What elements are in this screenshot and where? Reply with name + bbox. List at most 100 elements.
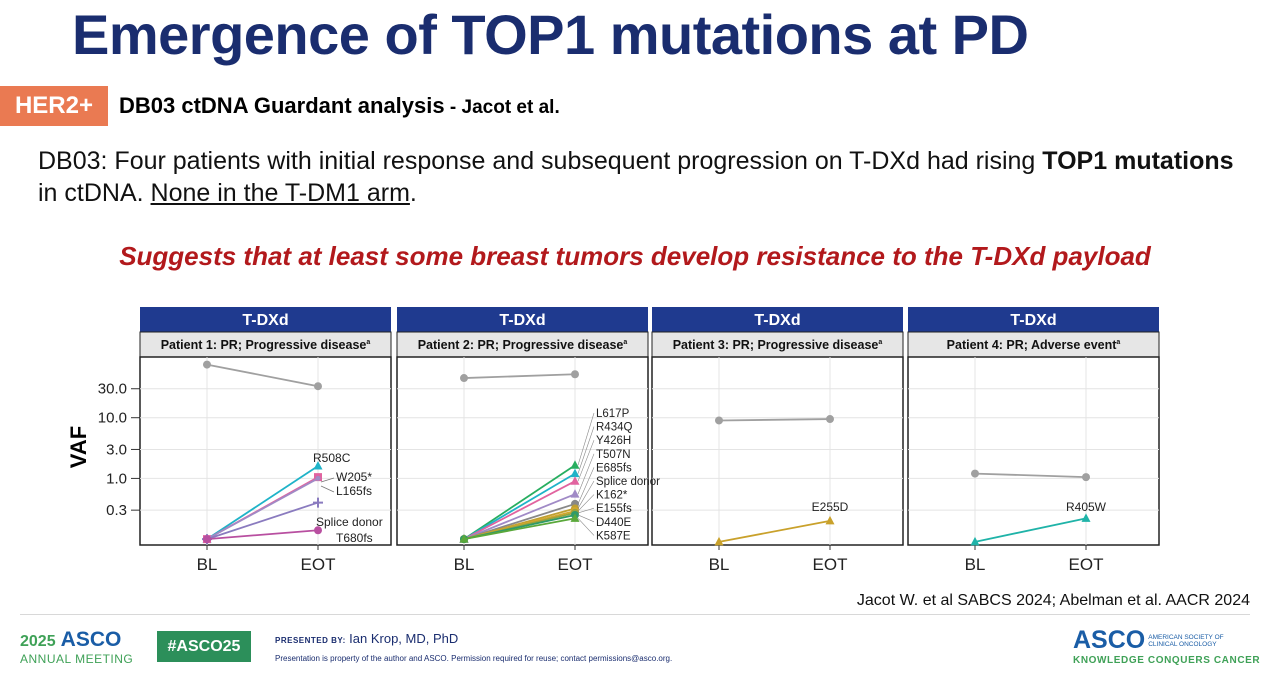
data-point [314,526,322,535]
data-point [203,360,211,369]
series-label: K587E [596,530,631,542]
series-line [463,373,576,379]
label-leader [577,412,595,466]
series-label: T680fs [336,531,373,545]
series-label: E685fs [596,462,632,474]
presented-label: PRESENTED BY: [275,636,346,645]
panel-label: Patient 3: PR; Progressive diseasea [673,338,883,352]
data-point [571,370,579,379]
panel-label: Patient 4: PR; Adverse eventa [947,338,1121,352]
series-label: E155fs [596,503,632,515]
asco-tagline: KNOWLEDGE CONQUERS CANCER [1073,655,1261,666]
y-tick-label: 30.0 [98,381,127,398]
series-line [463,480,576,540]
body-end: . [409,179,417,207]
series-line [463,493,576,540]
panel-strip [397,307,648,332]
data-point [313,461,323,470]
y-tick-label: 3.0 [106,441,127,458]
label-leader [320,485,335,493]
y-tick-label: 1.0 [106,470,127,487]
data-point [570,489,580,498]
panel-label-box [651,331,904,358]
data-point [570,476,580,485]
series-line [463,517,576,541]
vaf-chart: VAF 30.0 10.0 3.0 1.0 0.3 T-DXd Patient 1: PR; … [66,307,1160,574]
data-point [826,415,834,424]
data-point [570,513,580,522]
label-leader [320,477,335,483]
footer-divider [20,614,1250,615]
series-line [718,418,831,422]
her2-tag: HER2+ [0,86,108,126]
series-label: W205* [336,470,372,484]
x-tick-label: BL [709,555,730,574]
x-tick-label: BL [454,555,475,574]
series-label: D440E [596,517,631,529]
body-part1: DB03: Four patients with initial respons… [38,147,1043,175]
series-line [206,477,319,540]
series-label: R434Q [596,422,632,434]
subtitle: DB03 ctDNA Guardant analysis - Jacot et … [119,93,560,119]
series-label: R508C [313,451,351,465]
series-label: K162* [596,490,628,502]
asco-logo: ASCO AMERICAN SOCIETY OF CLINICAL ONCOLOG… [1073,626,1261,666]
series-label: L165fs [336,484,372,498]
data-point [714,536,724,546]
x-tick-label: EOT [301,555,336,574]
data-point [970,536,980,546]
meeting-label: ANNUAL MEETING [20,652,134,666]
label-leader [577,467,595,505]
panel-label-superscript: a [878,339,882,346]
panel-strip-label: T-DXd [499,312,545,329]
series-label: Y426H [596,435,631,447]
data-point [315,475,321,481]
series-line [718,519,831,543]
panel-strip-label: T-DXd [1010,312,1056,329]
data-point [1081,513,1091,522]
y-tick-label: 10.0 [98,410,127,427]
panel-label: Patient 1: PR; Progressive diseasea [161,338,371,352]
data-point [314,382,322,391]
body-text: DB03: Four patients with initial respons… [38,145,1248,209]
panel-label-box [139,331,392,358]
panel-strip [140,307,391,332]
body-bold: TOP1 mutations [1042,147,1234,175]
series-label: Splice donor [316,515,383,529]
x-tick-label: EOT [1069,555,1104,574]
asco-logo-subtext: AMERICAN SOCIETY OF CLINICAL ONCOLOGY [1148,633,1224,648]
data-point [460,374,468,383]
series-line [206,363,319,388]
label-leader [577,494,595,512]
series-label: T507N [596,449,631,461]
panel-label: Patient 2: PR; Progressive diseasea [418,338,628,352]
label-leader [577,440,595,482]
panel-strip-label: T-DXd [242,312,288,329]
body-part2: in ctDNA. [38,179,151,207]
hashtag-badge: #ASCO25 [157,631,251,662]
series-line [206,465,319,540]
series-label: R405W [1066,500,1107,514]
asco-annual-meeting-logo: 2025 ASCO ANNUAL MEETING [20,628,150,666]
series-line [463,464,576,540]
data-point [570,468,580,478]
series-line [206,501,319,540]
meeting-org: ASCO [60,628,122,651]
series-line [974,517,1087,543]
panel-strip [652,307,903,332]
disclaimer: Presentation is property of the author a… [275,654,673,663]
series-label: Splice donor [596,476,660,488]
panel-plot-area [907,356,1160,546]
x-tick-label: EOT [813,555,848,574]
data-point [971,469,979,478]
panel-label-box [396,331,649,358]
series-line [463,472,576,540]
series-label: E255D [812,500,849,514]
headline: Suggests that at least some breast tumor… [119,241,1151,271]
panel-plot-area [651,356,904,546]
label-leader [577,518,595,536]
data-point [715,416,723,425]
data-point [313,497,323,508]
series-label: L617P [596,408,630,420]
x-tick-label: BL [197,555,218,574]
